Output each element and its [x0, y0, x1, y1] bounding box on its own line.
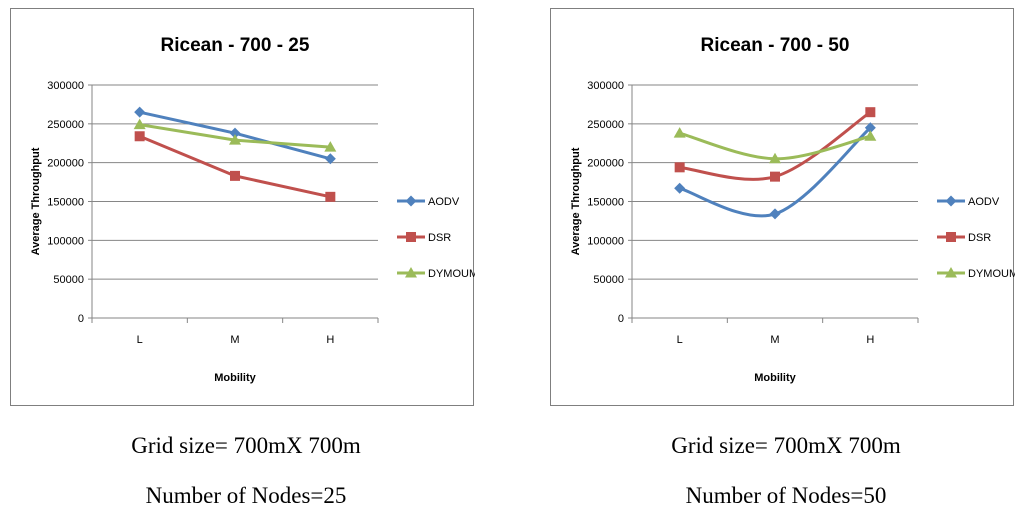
data-point — [325, 191, 336, 202]
series-aodv — [134, 106, 336, 165]
y-tick-label: 300000 — [587, 80, 624, 92]
data-point — [134, 106, 146, 118]
data-point — [324, 153, 336, 165]
legend-item: DSR — [397, 232, 451, 244]
legend-label: DSR — [428, 232, 451, 244]
y-tick-label: 100000 — [47, 235, 84, 247]
chart-panel-nodes-50: Ricean - 700 - 50 0 50000 100000 150000 20000… — [546, 0, 1026, 519]
y-tick-label: 50000 — [53, 274, 84, 286]
y-axis-label: Average Throughput — [30, 147, 42, 255]
chart-title: Ricean - 700 - 25 — [161, 35, 310, 56]
legend-label: DYMOUM — [968, 268, 1015, 280]
legend-label: DYMOUM — [428, 268, 475, 280]
data-point — [230, 170, 240, 181]
caption-grid-size: Grid size= 700mX 700m — [131, 433, 361, 458]
x-tick-label: H — [326, 334, 334, 346]
y-tick-label: 0 — [78, 313, 84, 325]
data-point — [673, 127, 686, 138]
chart-title: Ricean - 700 - 50 — [701, 35, 850, 56]
y-tick-label: 250000 — [47, 119, 84, 131]
legend-marker — [945, 267, 957, 278]
series-dsr — [674, 107, 876, 182]
legend-item: AODV — [937, 195, 1000, 208]
data-point — [770, 171, 780, 182]
chart-frame: Ricean - 700 - 50 0 50000 100000 150000 20000… — [550, 8, 1015, 406]
data-point — [324, 141, 337, 152]
legend-item: DYMOUM — [397, 267, 475, 280]
series-dymoum — [133, 118, 337, 152]
data-point — [134, 131, 145, 142]
y-tick-label: 150000 — [47, 197, 84, 209]
chart-panel-nodes-25: Ricean - 700 - 25 0 50000 100000 150000 20000… — [6, 0, 486, 519]
legend-item: AODV — [397, 195, 460, 208]
y-tick-label: 200000 — [47, 158, 84, 170]
caption-grid-size: Grid size= 700mX 700m — [671, 433, 901, 458]
y-tick-label: 100000 — [587, 235, 624, 247]
line-chart: Ricean - 700 - 50 0 50000 100000 150000 20000… — [570, 35, 1015, 384]
data-point — [674, 182, 686, 194]
y-tick-label: 250000 — [587, 119, 624, 131]
x-axis-label: Mobility — [754, 372, 796, 384]
data-point — [133, 118, 146, 130]
data-point — [864, 130, 877, 141]
chart-frame: Ricean - 700 - 25 0 50000 100000 150000 20000… — [10, 8, 475, 406]
legend-item: DSR — [937, 232, 991, 244]
x-tick-label: M — [230, 334, 239, 346]
data-point — [769, 208, 781, 220]
legend-item: DYMOUM — [937, 267, 1015, 280]
y-tick-label: 50000 — [593, 274, 624, 286]
series-aodv — [674, 122, 876, 220]
legend-marker — [406, 232, 416, 242]
data-point — [769, 152, 781, 164]
data-point — [229, 127, 241, 139]
caption-node-count: Number of Nodes=50 — [685, 483, 887, 508]
series-dymoum — [673, 127, 877, 164]
legend-marker — [946, 232, 956, 242]
data-point — [229, 134, 241, 145]
x-tick-label: H — [866, 334, 874, 346]
legend-label: AODV — [428, 196, 460, 208]
data-point — [674, 162, 685, 173]
y-axis-label: Average Throughput — [570, 147, 582, 255]
y-tick-label: 300000 — [47, 80, 84, 92]
x-tick-label: L — [137, 334, 143, 346]
legend-label: AODV — [968, 196, 1000, 208]
y-tick-label: 200000 — [587, 158, 624, 170]
x-axis-label: Mobility — [214, 372, 256, 384]
line-chart: Ricean - 700 - 25 0 50000 100000 150000 20000… — [30, 35, 475, 384]
data-point — [865, 107, 876, 118]
legend-marker — [405, 267, 417, 278]
y-tick-label: 0 — [618, 313, 624, 325]
legend-marker — [945, 195, 957, 207]
legend-label: DSR — [968, 232, 991, 244]
caption-node-count: Number of Nodes=25 — [145, 483, 347, 508]
y-tick-label: 150000 — [587, 197, 624, 209]
x-tick-label: M — [770, 334, 779, 346]
series-dsr — [134, 131, 336, 202]
data-point — [864, 122, 876, 134]
legend-marker — [405, 195, 417, 207]
x-tick-label: L — [677, 334, 683, 346]
